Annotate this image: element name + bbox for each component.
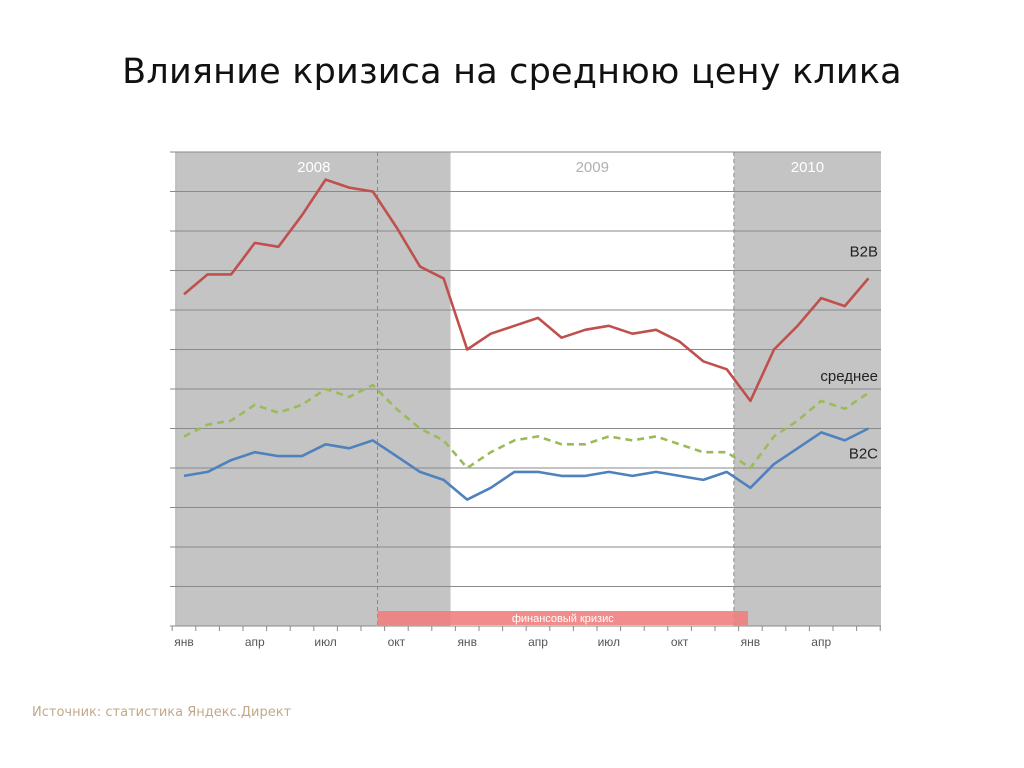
series-label-B2C: B2C (849, 446, 878, 463)
period-label-2008: 2008 (297, 159, 330, 176)
period-label-2009: 2009 (576, 159, 609, 176)
x-tick-label: апр (811, 635, 831, 649)
chart-labels: 2008 2009 2010 B2B среднее B2C (297, 159, 878, 463)
x-tick-label: июл (314, 635, 336, 649)
x-tick-label: янв (174, 635, 194, 649)
crisis-label: финансовый кризис (512, 613, 614, 625)
chart-axes: янв апр июл окт янв апр июл окт янв апр (170, 152, 881, 649)
x-tick-label: окт (388, 635, 406, 649)
period-label-2010: 2010 (791, 159, 824, 176)
series-label-среднее: среднее (820, 368, 878, 385)
crisis-bar (377, 611, 749, 625)
chart-series (183, 178, 870, 501)
x-tick-label: июл (598, 635, 620, 649)
x-tick-label: окт (671, 635, 689, 649)
series-label-B2B: B2B (850, 243, 878, 260)
series-line-B2B (183, 178, 870, 403)
slide-title: Влияние кризиса на среднюю цену клика (122, 52, 902, 92)
x-tick-label: апр (245, 635, 265, 649)
series-line-B2C (183, 427, 869, 501)
crisis-band: финансовый кризис (377, 611, 749, 625)
series-line-среднее (183, 383, 870, 470)
x-tick-label: янв (457, 635, 477, 649)
x-tick-label: янв (741, 635, 761, 649)
source-note: Источник: статистика Яндекс.Директ (32, 705, 292, 720)
x-tick-label: апр (528, 635, 548, 649)
